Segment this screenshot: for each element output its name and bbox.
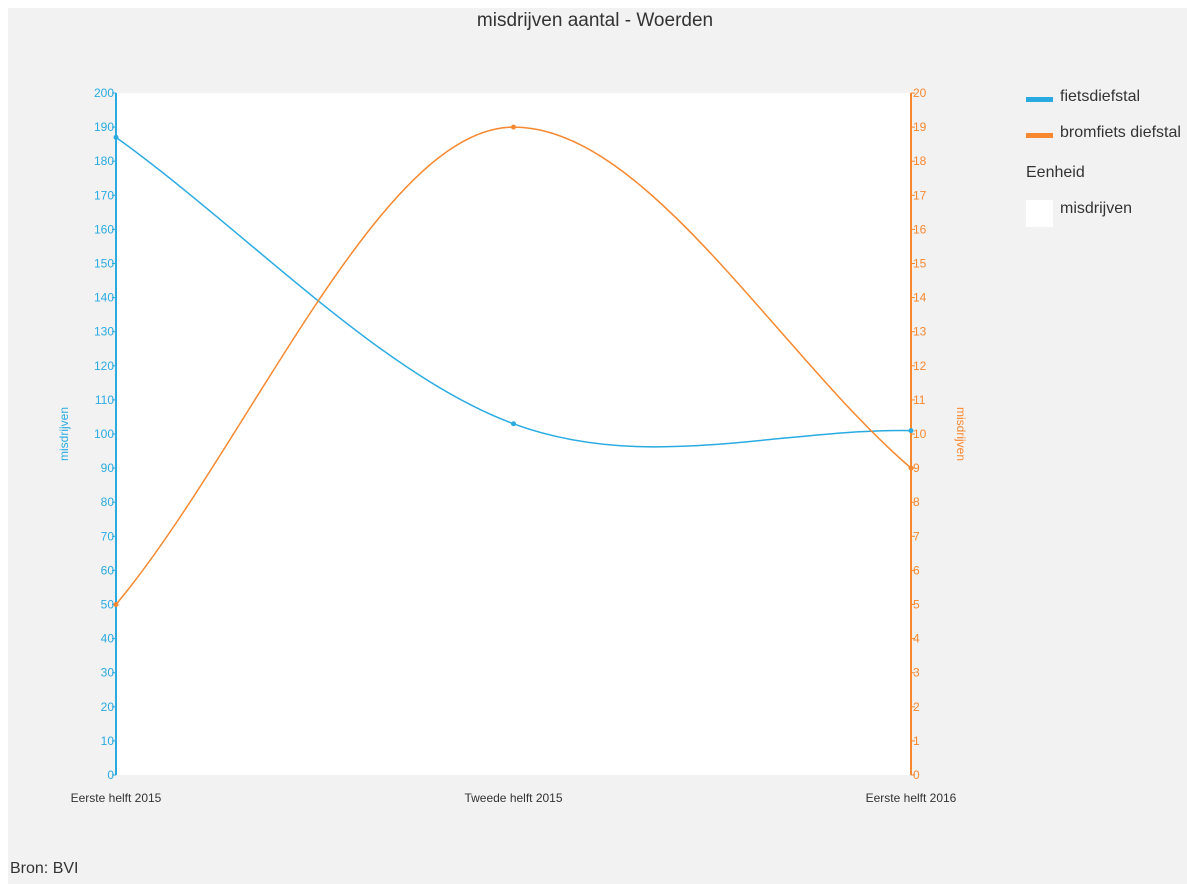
data-point[interactable] [113, 602, 119, 607]
left-axis-tick-label: 200 [94, 86, 114, 100]
right-axis-tick-label: 18 [913, 154, 927, 168]
data-point[interactable] [113, 134, 119, 140]
x-axis-tick-label: Eerste helft 2015 [71, 791, 162, 805]
data-point[interactable] [511, 421, 516, 427]
plot-area [116, 93, 911, 775]
right-axis-tick-label: 20 [913, 86, 927, 100]
right-axis-tick-label: 0 [913, 768, 920, 782]
source-note: Bron: BVI [10, 860, 79, 877]
left-axis-tick-label: 170 [94, 188, 114, 202]
left-axis-tick-label: 20 [101, 700, 115, 714]
left-axis-title: misdrijven [57, 407, 71, 461]
right-axis-tick-label: 6 [913, 563, 920, 577]
right-axis-tick-label: 11 [913, 393, 926, 407]
right-axis-tick-label: 17 [913, 188, 927, 202]
left-axis-tick-label: 120 [94, 359, 114, 373]
data-point[interactable] [908, 428, 914, 434]
legend-swatch [1026, 97, 1053, 102]
legend-unit-box [1026, 200, 1053, 227]
right-axis-tick-label: 4 [913, 632, 920, 646]
series-layer [113, 124, 914, 607]
right-axis-tick-label: 1 [913, 734, 920, 748]
legend-label: fietsdiefstal [1060, 88, 1141, 105]
legend-unit-title: Eenheid [1026, 164, 1085, 181]
left-axis-tick-label: 160 [94, 222, 114, 236]
right-axis-tick-label: 5 [913, 598, 920, 612]
left-axis-tick-label: 130 [94, 325, 114, 339]
legend-item-fietsdiefstal[interactable]: fietsdiefstal [1026, 88, 1140, 124]
left-axis-tick-label: 150 [94, 257, 114, 271]
left-axis-tick-label: 110 [95, 393, 114, 407]
x-axis: Eerste helft 2015 Tweede helft 2015 Eerste… [71, 791, 957, 805]
right-axis-tick-label: 14 [913, 291, 927, 305]
left-axis: 0 10 20 30 40 50 60 70 80 90 100 110 120 130 140 150 160… [94, 86, 117, 782]
left-axis-tick-label: 0 [107, 768, 114, 782]
data-point[interactable] [908, 465, 914, 471]
legend-swatch [1026, 133, 1053, 138]
series-line-1 [115, 126, 912, 605]
right-axis-title: misdrijven [954, 407, 968, 461]
x-axis-tick-label: Tweede helft 2015 [464, 791, 562, 805]
legend-unit-label: misdrijven [1060, 200, 1133, 217]
data-point[interactable] [511, 124, 516, 130]
left-axis-tick-label: 80 [101, 495, 115, 509]
legend-label: bromfiets diefstal [1060, 124, 1181, 141]
left-axis-tick-label: 180 [94, 154, 114, 168]
left-axis-tick-label: 10 [101, 734, 115, 748]
x-axis-tick-label: Eerste helft 2016 [866, 791, 957, 805]
left-axis-tick-label: 40 [101, 632, 115, 646]
right-axis-tick-label: 7 [913, 529, 920, 543]
right-axis-tick-label: 13 [913, 325, 927, 339]
right-axis-tick-label: 8 [913, 495, 920, 509]
left-axis-tick-label: 70 [101, 529, 115, 543]
right-axis-tick-label: 15 [913, 257, 927, 271]
right-axis-tick-label: 3 [913, 666, 920, 680]
left-axis-tick-label: 30 [101, 666, 115, 680]
left-axis-tick-label: 90 [101, 461, 115, 475]
left-axis-tick-label: 190 [94, 120, 114, 134]
legend: fietsdiefstal bromfiets diefstal Eenheid… [1026, 88, 1181, 236]
legend-item-unit[interactable]: misdrijven [1026, 200, 1132, 236]
right-axis-tick-label: 10 [913, 427, 927, 441]
legend-item-bromfiets-diefstal[interactable]: bromfiets diefstal [1026, 124, 1181, 160]
right-axis-tick-label: 9 [913, 461, 920, 475]
left-axis-tick-label: 50 [101, 598, 115, 612]
left-axis-tick-label: 100 [94, 427, 114, 441]
left-axis-tick-label: 140 [94, 291, 114, 305]
right-axis-tick-label: 2 [913, 700, 920, 714]
chart-title: misdrijven aantal - Woerden [476, 10, 714, 31]
left-axis-tick-label: 60 [101, 563, 115, 577]
right-axis-tick-label: 19 [913, 120, 927, 134]
right-axis-tick-label: 12 [913, 359, 927, 373]
right-axis-tick-label: 16 [913, 222, 927, 236]
